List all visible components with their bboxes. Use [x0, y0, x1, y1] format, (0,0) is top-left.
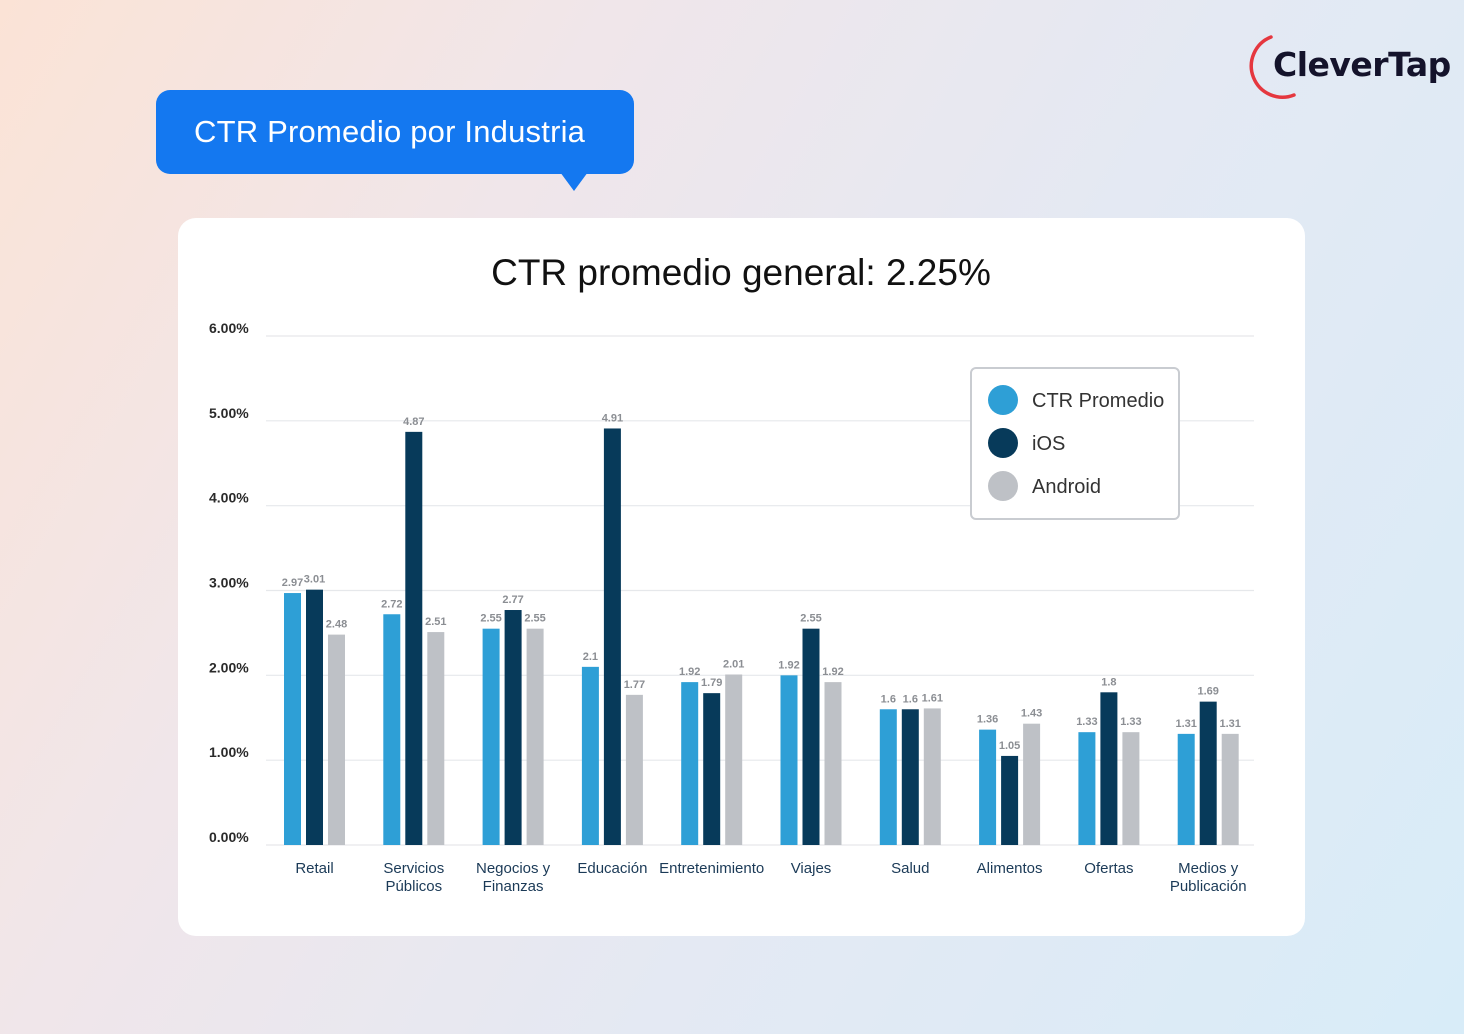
x-category-label: Educación: [577, 860, 647, 877]
value-label: 1.6: [881, 693, 896, 705]
x-axis-categories: Retail Servicios Públicos Negocios y Finanza…: [295, 860, 1246, 895]
clevertap-logo: CleverTap: [1248, 34, 1451, 100]
bar: [923, 708, 941, 845]
x-category-label: Ofertas: [1084, 860, 1133, 877]
legend-label-android: Android: [1032, 476, 1101, 498]
value-label: 4.91: [602, 412, 623, 424]
bar: [284, 593, 301, 845]
value-label: 1.8: [1101, 676, 1116, 688]
bar: [681, 682, 699, 845]
value-label: 1.31: [1175, 718, 1196, 730]
chart-card: CTR promedio general: 2.25% 0.00% 1.00% 2.…: [178, 218, 1305, 936]
x-category-label: Servicios Públicos: [383, 860, 444, 895]
bar: [1122, 732, 1140, 845]
bar: [901, 709, 919, 845]
bars: [284, 428, 1239, 845]
y-tick-label: 4.00%: [209, 490, 249, 506]
y-axis-ticks: 0.00% 1.00% 2.00% 3.00% 4.00% 5.00% 6.00%: [209, 320, 249, 845]
bar: [504, 610, 522, 845]
value-label: 2.55: [800, 613, 821, 625]
value-label: 2.1: [583, 651, 598, 663]
callout-banner: CTR Promedio por Industria: [156, 90, 634, 174]
bar: [603, 428, 621, 845]
legend: CTR Promedio iOS Android: [970, 367, 1180, 520]
bar: [526, 628, 544, 845]
value-labels: 2.97 3.012.482.724.872.51 2.552.772.552.14…: [282, 412, 1241, 751]
y-tick-label: 6.00%: [209, 320, 249, 336]
value-label: 1.61: [922, 692, 943, 704]
value-label: 2.77: [502, 594, 523, 606]
y-tick-label: 3.00%: [209, 575, 249, 591]
value-label: 1.05: [999, 740, 1020, 752]
value-label: 1.43: [1021, 708, 1042, 720]
y-tick-label: 2.00%: [209, 659, 249, 675]
legend-label-ios: iOS: [1032, 433, 1065, 455]
x-category-label: Medios y Publicación: [1170, 860, 1247, 895]
bar: [802, 628, 820, 845]
bar: [625, 694, 643, 845]
brand-name: CleverTap: [1273, 45, 1451, 84]
value-label: 1.69: [1197, 686, 1218, 698]
value-label: 2.51: [425, 616, 446, 628]
x-category-label: Negocios y Finanzas: [476, 860, 551, 895]
bar: [725, 674, 743, 845]
value-label: 1.31: [1219, 718, 1240, 730]
bar: [581, 666, 599, 845]
value-label: 4.87: [403, 416, 424, 428]
value-label: 1.92: [822, 666, 843, 678]
bar: [1221, 733, 1239, 845]
value-label: 1.33: [1120, 716, 1141, 728]
y-tick-label: 5.00%: [209, 405, 249, 421]
bar: [306, 589, 323, 845]
y-tick-label: 1.00%: [209, 744, 249, 760]
value-label: 1.36: [977, 714, 998, 726]
value-label: 1.92: [778, 659, 799, 671]
clevertap-ring-icon: [1249, 35, 1296, 99]
legend-box: [970, 367, 1180, 520]
value-label: 2.48: [326, 619, 347, 631]
legend-swatch-android: [988, 471, 1018, 501]
bar: [979, 729, 997, 845]
value-label: 2.01: [723, 658, 744, 670]
value-label: 1.77: [624, 679, 645, 691]
value-label: 1.33: [1076, 716, 1097, 728]
bar: [1177, 733, 1195, 845]
value-label: 1.92: [679, 666, 700, 678]
callout-title: CTR Promedio por Industria: [194, 114, 586, 149]
bar: [328, 634, 345, 845]
callout-pointer: [560, 172, 588, 191]
bar: [482, 628, 500, 845]
bar: [405, 431, 423, 845]
value-label: 2.97: [282, 577, 303, 589]
value-label: 2.72: [381, 598, 402, 610]
bar: [383, 614, 401, 845]
chart-title: CTR promedio general: 2.25%: [491, 252, 991, 293]
y-tick-label: 0.00%: [209, 829, 249, 845]
x-category-label: Retail: [295, 860, 333, 877]
bar: [879, 709, 897, 845]
legend-swatch-ctr-promedio: [988, 385, 1018, 415]
bar: [1100, 692, 1118, 845]
bar: [1078, 732, 1096, 845]
legend-label-ctr-promedio: CTR Promedio: [1032, 390, 1164, 412]
bar: [1199, 701, 1217, 845]
bar: [703, 693, 721, 845]
legend-swatch-ios: [988, 428, 1018, 458]
x-category-label: Viajes: [791, 860, 832, 877]
value-label: 1.6: [903, 693, 918, 705]
bar: [780, 675, 798, 845]
ctr-bar-chart: CTR promedio general: 2.25% 0.00% 1.00% 2.…: [209, 252, 1254, 895]
value-label: 2.55: [524, 613, 545, 625]
value-label: 3.01: [304, 574, 325, 586]
x-category-label: Entretenimiento: [659, 860, 764, 877]
x-category-label: Salud: [891, 860, 929, 877]
bar: [1001, 755, 1019, 845]
x-category-label: Alimentos: [977, 860, 1043, 877]
bar: [427, 632, 445, 845]
value-label: 1.79: [701, 677, 722, 689]
bar: [824, 682, 842, 845]
bar: [1023, 723, 1041, 845]
value-label: 2.55: [480, 613, 501, 625]
